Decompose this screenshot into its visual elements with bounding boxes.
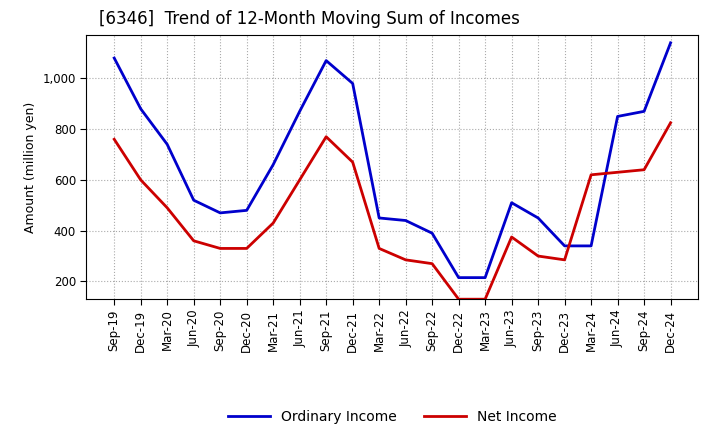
Ordinary Income [216,210,225,216]
Ordinary Income [322,58,330,63]
Ordinary Income [163,142,171,147]
Net Income [269,220,277,226]
Ordinary Income [348,81,357,86]
Y-axis label: Amount (million yen): Amount (million yen) [24,102,37,233]
Ordinary Income [666,40,675,45]
Net Income [481,297,490,302]
Net Income [508,235,516,240]
Net Income [295,177,304,183]
Net Income [613,170,622,175]
Net Income [587,172,595,177]
Net Income [454,297,463,302]
Line: Net Income: Net Income [114,123,670,299]
Net Income [640,167,649,172]
Ordinary Income [136,106,145,111]
Ordinary Income [454,275,463,280]
Net Income [163,205,171,210]
Ordinary Income [269,162,277,167]
Ordinary Income [481,275,490,280]
Net Income [322,134,330,139]
Text: [6346]  Trend of 12-Month Moving Sum of Incomes: [6346] Trend of 12-Month Moving Sum of I… [99,10,520,28]
Net Income [428,261,436,266]
Ordinary Income [587,243,595,249]
Net Income [401,257,410,263]
Net Income [560,257,569,263]
Ordinary Income [375,215,384,220]
Ordinary Income [534,215,542,220]
Ordinary Income [295,109,304,114]
Net Income [189,238,198,243]
Legend: Ordinary Income, Net Income: Ordinary Income, Net Income [222,404,562,429]
Net Income [110,137,119,142]
Ordinary Income [508,200,516,205]
Ordinary Income [110,55,119,61]
Ordinary Income [613,114,622,119]
Ordinary Income [401,218,410,223]
Net Income [348,159,357,165]
Net Income [243,246,251,251]
Net Income [666,120,675,125]
Line: Ordinary Income: Ordinary Income [114,43,670,278]
Ordinary Income [428,231,436,236]
Ordinary Income [243,208,251,213]
Net Income [375,246,384,251]
Net Income [136,177,145,183]
Ordinary Income [640,109,649,114]
Net Income [216,246,225,251]
Net Income [534,253,542,259]
Ordinary Income [189,198,198,203]
Ordinary Income [560,243,569,249]
